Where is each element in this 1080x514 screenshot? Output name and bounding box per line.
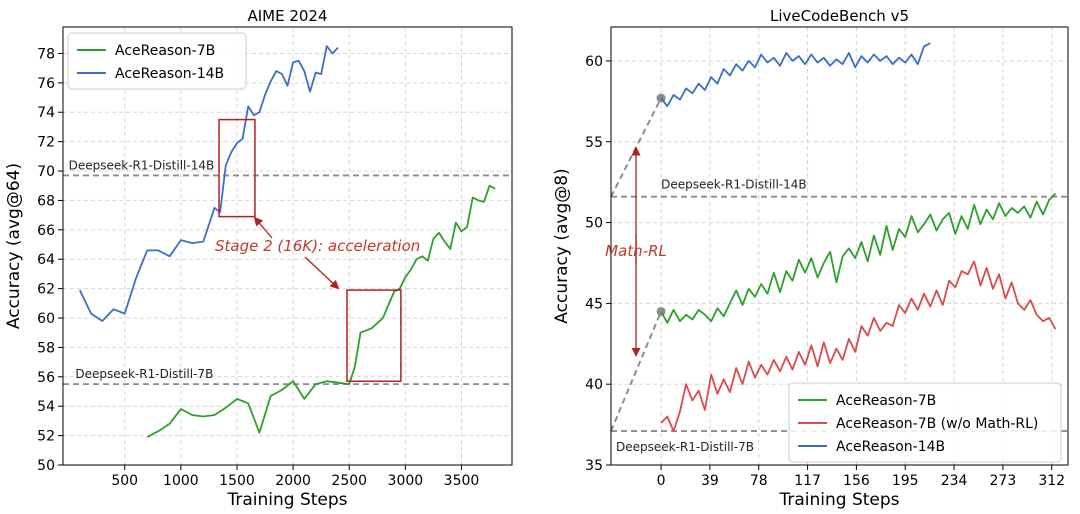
x-tick-label: 273 bbox=[990, 473, 1017, 489]
legend-label: AceReason-14B bbox=[115, 66, 224, 82]
annotation-text: Math-RL bbox=[605, 242, 667, 260]
y-tick-label: 78 bbox=[37, 46, 55, 62]
y-tick-label: 35 bbox=[585, 458, 603, 474]
y-tick-label: 70 bbox=[37, 164, 55, 180]
legend-box bbox=[788, 382, 1062, 463]
y-tick-label: 76 bbox=[37, 76, 55, 92]
x-tick-label: 3000 bbox=[388, 473, 424, 489]
legend-label: AceReason-7B bbox=[836, 393, 936, 409]
y-tick-label: 58 bbox=[37, 340, 55, 356]
y-tick-label: 45 bbox=[585, 296, 603, 312]
chart-title: AIME 2024 bbox=[247, 7, 327, 25]
y-tick-label: 40 bbox=[585, 377, 603, 393]
series-line-acereason-7b bbox=[660, 192, 1057, 324]
y-tick-label: 50 bbox=[585, 216, 603, 232]
y-tick-label: 50 bbox=[37, 458, 55, 474]
legend-label: AceReason-7B bbox=[115, 43, 215, 59]
series-line-acereason-7b-w-o-math-rl- bbox=[660, 260, 1057, 432]
legend-label: AceReason-7B (w/o Math-RL) bbox=[836, 416, 1038, 432]
annotation-box bbox=[346, 289, 402, 382]
y-tick-label: 72 bbox=[37, 135, 55, 151]
series-line-acereason-7b bbox=[146, 184, 496, 438]
x-tick-label: 234 bbox=[941, 473, 968, 489]
y-axis-label: Accuracy (avg@64) bbox=[4, 163, 24, 329]
x-tick-label: 39 bbox=[701, 473, 719, 489]
legend-label: AceReason-14B bbox=[836, 439, 945, 455]
annotation-box bbox=[218, 118, 256, 218]
y-tick-label: 60 bbox=[585, 54, 603, 70]
x-tick-label: 0 bbox=[657, 473, 666, 489]
y-axis-label: Accuracy (avg@8) bbox=[552, 168, 572, 323]
y-tick-label: 64 bbox=[37, 252, 55, 268]
reference-line-label: Deepseek-R1-Distill-7B bbox=[75, 367, 213, 381]
legend-box bbox=[67, 32, 247, 90]
reference-line-label: Deepseek-R1-Distill-14B bbox=[661, 178, 807, 192]
y-tick-label: 66 bbox=[37, 223, 55, 239]
y-tick-label: 68 bbox=[37, 193, 55, 209]
x-tick-label: 78 bbox=[750, 473, 768, 489]
annotation-arrow bbox=[253, 216, 273, 239]
x-tick-label: 2000 bbox=[275, 473, 311, 489]
x-tick-label: 312 bbox=[1038, 473, 1065, 489]
x-tick-label: 3500 bbox=[444, 473, 480, 489]
x-axis-label: Training Steps bbox=[778, 490, 899, 510]
reference-line-label: Deepseek-R1-Distill-7B bbox=[616, 440, 754, 454]
plot-frame bbox=[610, 26, 1069, 466]
x-tick-label: 195 bbox=[892, 473, 919, 489]
x-tick-label: 117 bbox=[794, 473, 821, 489]
plot-frame bbox=[62, 26, 513, 466]
y-tick-label: 60 bbox=[37, 311, 55, 327]
y-tick-label: 54 bbox=[37, 399, 55, 415]
x-tick-label: 1000 bbox=[163, 473, 199, 489]
x-tick-label: 500 bbox=[111, 473, 138, 489]
annotation-arrow bbox=[304, 256, 340, 290]
x-tick-label: 156 bbox=[843, 473, 870, 489]
x-tick-label: 1500 bbox=[219, 473, 255, 489]
x-tick-label: 2500 bbox=[331, 473, 367, 489]
x-axis-label: Training Steps bbox=[226, 490, 347, 510]
y-tick-label: 55 bbox=[585, 135, 603, 151]
series-line-acereason-14b bbox=[78, 45, 339, 322]
y-tick-label: 56 bbox=[37, 370, 55, 386]
reference-line-label: Deepseek-R1-Distill-14B bbox=[69, 158, 215, 172]
chart-title: LiveCodeBench v5 bbox=[770, 7, 909, 25]
init-connector-line bbox=[610, 311, 663, 432]
y-tick-label: 62 bbox=[37, 282, 55, 298]
annotation-text: Stage 2 (16K): acceleration bbox=[215, 237, 420, 255]
y-tick-label: 74 bbox=[37, 105, 55, 121]
series-line-acereason-14b bbox=[660, 42, 931, 108]
init-point bbox=[656, 306, 666, 316]
y-tick-label: 52 bbox=[37, 429, 55, 445]
